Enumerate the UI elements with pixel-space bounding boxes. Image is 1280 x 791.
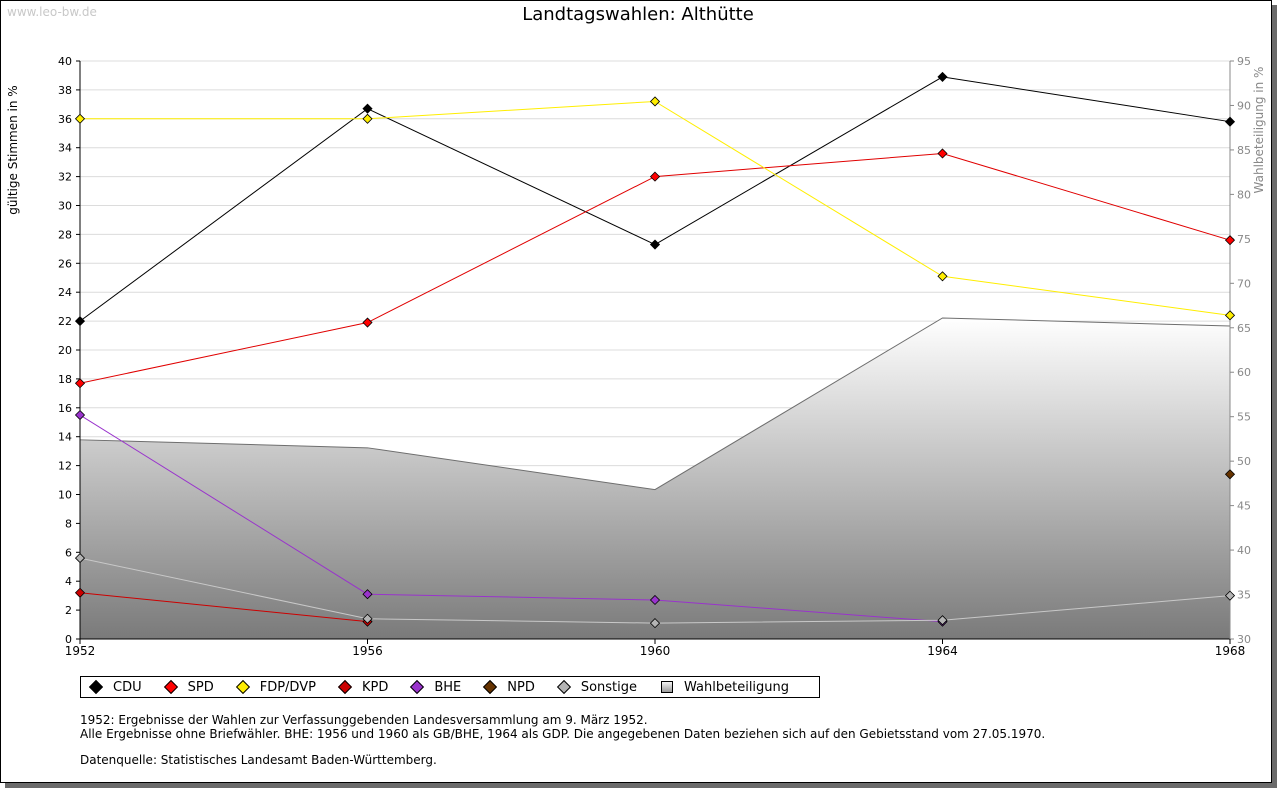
data-point-fdpdvp bbox=[362, 113, 373, 124]
y-tick-label: 12 bbox=[58, 460, 72, 473]
y-tick-label: 4 bbox=[65, 575, 72, 588]
y-tick-label: 6 bbox=[65, 546, 72, 559]
data-point-sonstige bbox=[362, 613, 373, 624]
x-tick-label: 1956 bbox=[352, 644, 383, 658]
y2-tick-label: 85 bbox=[1237, 144, 1251, 157]
y2-tick-label: 60 bbox=[1237, 366, 1251, 379]
data-point-sonstige bbox=[1224, 590, 1236, 601]
y-tick-label: 26 bbox=[58, 257, 72, 270]
legend: CDU SPD FDP/DVP KPD BHE NPD Sonstige Wah… bbox=[80, 676, 820, 698]
y2-tick-label: 75 bbox=[1237, 233, 1251, 246]
data-point-sonstige bbox=[937, 615, 948, 626]
y2-tick-label: 50 bbox=[1237, 455, 1251, 468]
y-tick-label: 24 bbox=[58, 286, 72, 299]
y-tick-label: 20 bbox=[58, 344, 72, 357]
legend-marker-cdu bbox=[88, 679, 104, 695]
watermark: www.leo-bw.de bbox=[7, 5, 97, 19]
y-tick-label: 32 bbox=[58, 171, 72, 184]
data-point-bhe bbox=[74, 409, 86, 421]
y2-tick-label: 95 bbox=[1237, 55, 1251, 68]
note-line-1: 1952: Ergebnisse der Wahlen zur Verfassu… bbox=[80, 713, 648, 727]
series-line-fdpdvp bbox=[80, 100, 1231, 316]
data-point-npd bbox=[1224, 469, 1236, 480]
data-point-spd bbox=[74, 378, 86, 389]
series-line-kpd bbox=[79, 592, 368, 623]
legend-item-npd: NPD bbox=[483, 679, 535, 695]
y-tick-label: 10 bbox=[58, 489, 72, 502]
y-tick-label: 28 bbox=[58, 228, 72, 241]
data-point-bhe bbox=[649, 594, 661, 606]
legend-item-cdu: CDU bbox=[88, 679, 142, 695]
y-axis-label: gültige Stimmen in % bbox=[6, 85, 20, 214]
chart-title: Landtagswahlen: Althütte bbox=[522, 4, 754, 25]
data-point-spd bbox=[937, 148, 948, 159]
y2-tick-label: 45 bbox=[1237, 500, 1251, 513]
y2-tick-label: 30 bbox=[1237, 633, 1251, 646]
y2-tick-label: 40 bbox=[1237, 544, 1251, 557]
legend-marker-sonstige bbox=[556, 679, 571, 695]
y2-tick-label: 65 bbox=[1237, 322, 1251, 335]
y-tick-label: 22 bbox=[58, 315, 72, 328]
data-point-fdpdvp bbox=[74, 113, 86, 124]
legend-marker-bhe bbox=[410, 679, 425, 695]
x-tick-label: 1952 bbox=[65, 644, 96, 658]
data-point-fdpdvp bbox=[937, 271, 948, 282]
data-point-sonstige bbox=[74, 553, 86, 564]
y-tick-label: 30 bbox=[58, 200, 72, 213]
x-tick-label: 1964 bbox=[927, 644, 958, 658]
y-tick-label: 8 bbox=[65, 517, 72, 530]
data-point-fdpdvp bbox=[649, 96, 661, 107]
legend-item-kpd: KPD bbox=[337, 679, 388, 695]
series-line-bhe bbox=[79, 414, 943, 623]
legend-marker-spd bbox=[163, 679, 178, 695]
y-tick-label: 40 bbox=[58, 55, 72, 68]
turnout-area bbox=[80, 317, 1230, 639]
data-point-bhe bbox=[362, 589, 373, 600]
y2-axis-label: Wahlbeteiligung in % bbox=[1252, 67, 1266, 194]
y-tick-label: 2 bbox=[65, 604, 72, 617]
legend-item-wahlbeteiligung: Wahlbeteiligung bbox=[661, 680, 789, 695]
data-point-fdpdvp bbox=[1224, 310, 1236, 321]
note-source: Datenquelle: Statistisches Landesamt Bad… bbox=[80, 753, 437, 767]
legend-marker-wahlbeteiligung bbox=[661, 681, 674, 693]
y2-tick-label: 35 bbox=[1237, 589, 1251, 602]
y-tick-label: 38 bbox=[58, 84, 72, 97]
data-point-cdu bbox=[1224, 116, 1236, 127]
x-tick-label: 1968 bbox=[1215, 644, 1246, 658]
y-tick-label: 34 bbox=[58, 142, 72, 155]
legend-item-bhe: BHE bbox=[410, 679, 461, 695]
data-point-spd bbox=[362, 317, 373, 328]
data-point-kpd bbox=[74, 587, 86, 598]
x-tick-label: 1960 bbox=[640, 644, 671, 658]
y2-tick-label: 55 bbox=[1237, 411, 1251, 424]
legend-item-fdp: FDP/DVP bbox=[235, 679, 316, 695]
legend-marker-npd bbox=[483, 679, 498, 695]
data-point-cdu bbox=[937, 71, 948, 82]
data-point-spd bbox=[1224, 235, 1236, 246]
data-point-cdu bbox=[362, 103, 373, 114]
y-tick-label: 18 bbox=[58, 373, 72, 386]
y2-tick-label: 90 bbox=[1237, 99, 1251, 112]
y-tick-label: 0 bbox=[65, 633, 72, 646]
y2-tick-label: 80 bbox=[1237, 188, 1251, 201]
legend-marker-kpd bbox=[337, 679, 353, 695]
y-tick-label: 14 bbox=[58, 431, 72, 444]
notes: 1952: Ergebnisse der Wahlen zur Verfassu… bbox=[80, 713, 1045, 767]
note-line-2: Alle Ergebnisse ohne Briefwähler. BHE: 1… bbox=[80, 727, 1046, 741]
data-point-spd bbox=[649, 171, 661, 182]
data-point-cdu bbox=[74, 316, 86, 327]
legend-marker-fdp bbox=[235, 679, 250, 695]
y2-tick-label: 70 bbox=[1237, 277, 1251, 290]
data-point-sonstige bbox=[649, 618, 661, 629]
y-tick-label: 36 bbox=[58, 113, 72, 126]
turnout-line bbox=[79, 317, 1231, 491]
series-line-cdu bbox=[79, 76, 1231, 322]
y-tick-label: 16 bbox=[58, 402, 72, 415]
chart-svg: 0246810121416182022242628303234363840303… bbox=[6, 4, 1266, 658]
legend-item-sonstige: Sonstige bbox=[556, 679, 637, 695]
legend-item-spd: SPD bbox=[163, 679, 214, 695]
data-point-cdu bbox=[649, 239, 661, 250]
